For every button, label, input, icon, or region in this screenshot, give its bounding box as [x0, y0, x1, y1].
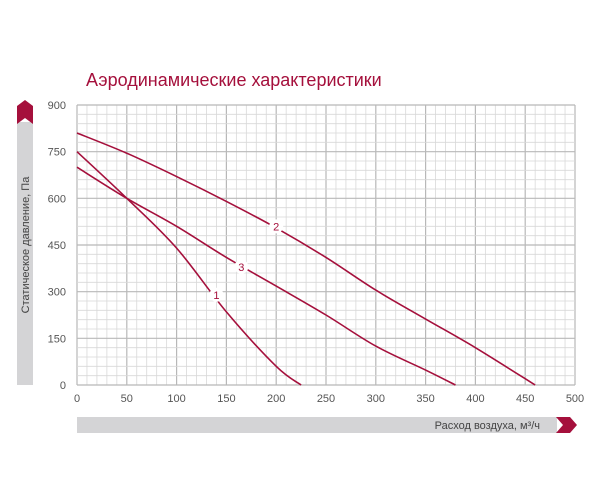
- x-tick-label: 250: [317, 393, 335, 405]
- series-label-2: 2: [273, 221, 279, 233]
- grid: [76, 104, 576, 386]
- y-axis-arrow-icon: [17, 100, 33, 124]
- series-line-3: [76, 166, 456, 386]
- series-line-2: [76, 132, 536, 386]
- y-tick-label: 300: [48, 287, 66, 299]
- series-lines: 1 2 3: [76, 132, 536, 386]
- y-tick-label: 750: [48, 147, 66, 159]
- x-axis-bar: [77, 417, 557, 433]
- x-tick-label: 200: [267, 393, 285, 405]
- x-tick-label: 100: [167, 393, 185, 405]
- x-tick-label: 450: [516, 393, 534, 405]
- x-tick-label: 50: [121, 393, 133, 405]
- x-axis-arrow-icon: [556, 417, 577, 433]
- x-tick-label: 0: [74, 393, 80, 405]
- y-tick-label: 900: [48, 100, 66, 112]
- series-label-bg: [234, 259, 249, 274]
- axes: 0 50 100 150 200 250 300 350 400 450 500 0 150 300 450…: [48, 100, 585, 405]
- y-axis-bar: [17, 122, 33, 385]
- series-line-1: [76, 151, 302, 386]
- series-label-bg: [209, 287, 224, 302]
- series-label-1: 1: [213, 290, 219, 302]
- y-tick-label: 0: [60, 380, 66, 392]
- chart-title: Аэродинамические характеристики: [86, 70, 382, 90]
- y-tick-label: 600: [48, 193, 66, 205]
- x-tick-label: 150: [217, 393, 235, 405]
- x-tick-label: 400: [466, 393, 484, 405]
- y-axis-label: Статическое давление, Па: [20, 176, 32, 314]
- x-tick-label: 500: [566, 393, 584, 405]
- x-tick-label: 300: [367, 393, 385, 405]
- series-label-bg: [269, 219, 284, 234]
- x-tick-label: 350: [416, 393, 434, 405]
- x-axis-label: Расход воздуха, м³/ч: [435, 420, 540, 432]
- y-tick-label: 150: [48, 333, 66, 345]
- y-tick-label: 450: [48, 240, 66, 252]
- series-label-3: 3: [238, 262, 244, 274]
